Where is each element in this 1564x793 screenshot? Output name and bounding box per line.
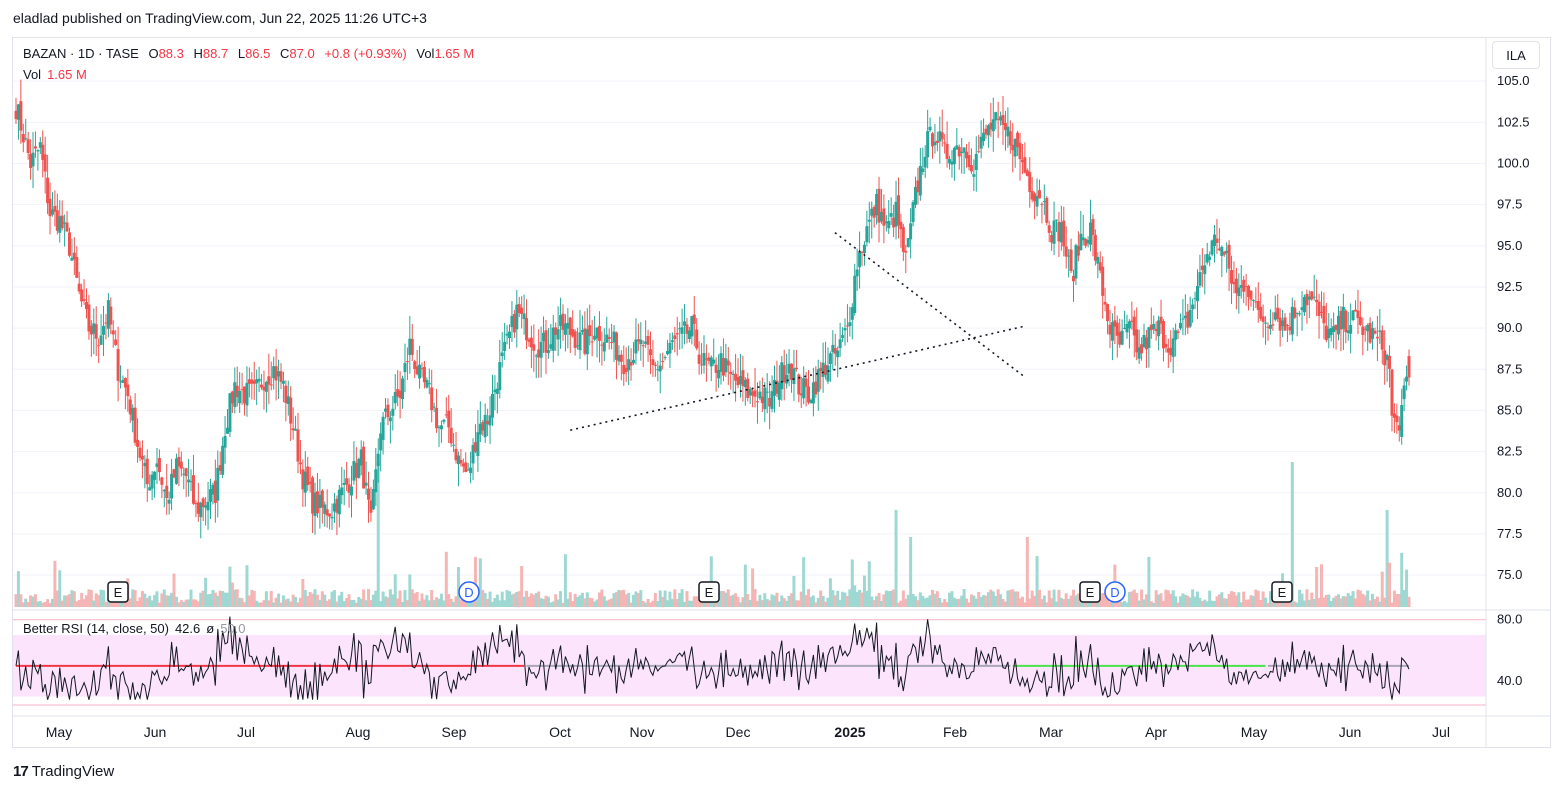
tradingview-logo-icon: 17 [13, 763, 29, 780]
rsi-value: 42.6 [174, 621, 201, 636]
tradingview-brand: TradingView [31, 763, 115, 780]
currency-button[interactable]: ILA [1492, 41, 1540, 69]
volume-label[interactable]: Vol [23, 67, 42, 82]
legend-vol-value: 1.65 M [434, 46, 475, 61]
open-value: 88.3 [158, 46, 184, 61]
volume-value: 1.65 M [47, 67, 87, 82]
low-label: L [237, 46, 246, 61]
ohlc-legend: BAZAN · 1D · TASE O88.3 H88.7 L86.5 C87.… [23, 46, 474, 61]
high-value: 88.7 [202, 46, 229, 61]
publisher-line: eladlad published on TradingView.com, Ju… [13, 10, 427, 26]
chart-frame [12, 37, 1551, 748]
low-value: 86.5 [245, 46, 271, 61]
legend-vol-label: Vol [416, 46, 435, 61]
close-label: C [280, 46, 290, 61]
rsi-midline: 50.0 [220, 621, 246, 636]
rsi-name[interactable]: Better RSI (14, close, 50) [23, 621, 169, 636]
rsi-symbol: ø [206, 621, 215, 636]
high-label: H [193, 46, 203, 61]
symbol-label[interactable]: BAZAN · 1D · TASE [23, 46, 139, 61]
volume-legend: Vol 1.65 M [23, 67, 87, 82]
tradingview-logo[interactable]: 17 TradingView [13, 763, 114, 780]
close-value: 87.0 [289, 46, 315, 61]
open-label: O [148, 46, 159, 61]
change-value: +0.8 (+0.93%) [324, 46, 407, 61]
rsi-legend: Better RSI (14, close, 50) 42.6 ø 50.0 [23, 621, 246, 636]
